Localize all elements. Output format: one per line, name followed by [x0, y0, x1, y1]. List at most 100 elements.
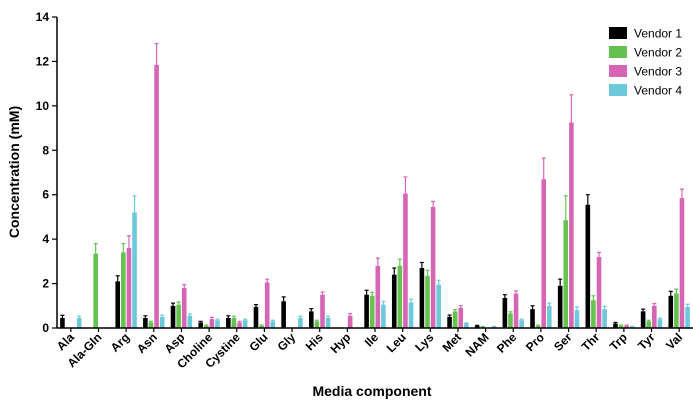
legend-label-vendor-3: Vendor 3	[634, 65, 682, 79]
error-bars-layer	[60, 43, 690, 328]
x-tick-label-ile: Ile	[362, 330, 382, 350]
y-axis-title: Concentration (mM)	[6, 106, 22, 238]
bar-ala-vendor-1	[60, 318, 65, 328]
x-tick-label-thr: Thr	[579, 330, 603, 354]
legend-swatch-vendor-1	[609, 27, 627, 39]
legend-swatch-vendor-3	[609, 65, 627, 77]
bar-lys-vendor-2	[425, 275, 430, 328]
legend-label-vendor-4: Vendor 4	[634, 84, 682, 98]
x-tick-label-gly: Gly	[275, 330, 299, 354]
bar-arg-vendor-4	[132, 212, 137, 328]
bar-choline-vendor-1	[198, 322, 203, 328]
bar-glu-vendor-4	[270, 321, 276, 328]
bar-cystine-vendor-3	[237, 322, 242, 328]
bar-tyr-vendor-2	[646, 321, 652, 328]
bars-layer	[60, 64, 690, 329]
x-tick-label-his: His	[303, 330, 326, 353]
bar-thr-vendor-2	[591, 300, 596, 328]
x-tick-label-met: Met	[440, 330, 465, 355]
bar-glu-vendor-3	[264, 282, 270, 328]
bar-thr-vendor-1	[585, 204, 591, 328]
bar-pro-vendor-4	[547, 305, 552, 328]
bar-val-vendor-1	[668, 295, 674, 328]
bar-ser-vendor-2	[563, 220, 569, 328]
x-tick-label-trp: Trp	[607, 330, 630, 353]
x-tick-label-hyp: Hyp	[328, 330, 354, 356]
legend: Vendor 1 Vendor 2 Vendor 3 Vendor 4	[609, 27, 682, 98]
bar-cystine-vendor-4	[242, 320, 248, 328]
bar-asn-vendor-1	[143, 318, 148, 328]
bar-his-vendor-4	[325, 318, 331, 328]
y-tick-label: 12	[36, 54, 50, 68]
x-tick-label-nam: NAM	[463, 330, 492, 359]
x-tick-label-val: Val	[663, 330, 685, 352]
x-tick-label-arg: Arg	[108, 330, 133, 355]
bar-arg-vendor-1	[115, 281, 121, 328]
x-axis-title: Media component	[312, 383, 431, 399]
bar-leu-vendor-4	[408, 302, 414, 328]
bar-leu-vendor-3	[403, 193, 408, 328]
bar-tyr-vendor-3	[652, 305, 657, 328]
bar-met-vendor-4	[464, 323, 469, 328]
bar-arg-vendor-3	[126, 248, 132, 328]
y-tick-labels: 0 2 4 6 8 10 12 14	[36, 10, 50, 335]
bar-ser-vendor-1	[557, 285, 563, 328]
bar-ala-gln-vendor-2	[93, 253, 98, 328]
bar-ile-vendor-3	[375, 265, 381, 328]
bar-nam-vendor-1	[474, 325, 480, 328]
bar-asn-vendor-4	[159, 316, 165, 328]
bar-choline-vendor-2	[203, 325, 209, 328]
axes-layer	[52, 16, 693, 332]
bar-his-vendor-1	[309, 311, 314, 328]
bar-leu-vendor-1	[391, 274, 397, 328]
legend-swatch-vendor-4	[609, 84, 627, 96]
bar-ile-vendor-2	[369, 295, 375, 328]
bar-choline-vendor-3	[209, 319, 215, 328]
bar-val-vendor-3	[679, 198, 685, 328]
x-tick-label-tyr: Tyr	[635, 330, 658, 353]
x-tick-label-glu: Glu	[246, 330, 270, 354]
bar-asp-vendor-1	[170, 305, 176, 328]
bar-pro-vendor-2	[535, 325, 541, 328]
y-tick-label: 0	[42, 321, 49, 335]
legend-swatch-vendor-2	[609, 46, 627, 58]
bar-leu-vendor-2	[397, 265, 403, 328]
bar-trp-vendor-1	[613, 323, 618, 328]
legend-label-vendor-1: Vendor 1	[634, 27, 682, 41]
bar-met-vendor-3	[458, 308, 464, 328]
bar-gly-vendor-1	[281, 301, 286, 328]
bar-met-vendor-1	[447, 316, 452, 328]
y-tick-label: 8	[42, 143, 49, 157]
x-tick-label-phe: Phe	[494, 330, 520, 356]
bar-lys-vendor-3	[430, 206, 436, 328]
bar-phe-vendor-1	[502, 298, 508, 328]
bar-phe-vendor-3	[513, 293, 519, 328]
bar-asp-vendor-3	[181, 288, 187, 328]
bar-thr-vendor-4	[602, 309, 607, 328]
bar-ile-vendor-4	[381, 304, 386, 328]
bar-thr-vendor-3	[596, 256, 602, 328]
bar-val-vendor-4	[685, 306, 690, 328]
y-tick-label: 6	[42, 188, 49, 202]
bar-glu-vendor-2	[259, 325, 264, 328]
bar-cystine-vendor-2	[231, 318, 237, 328]
bar-glu-vendor-1	[253, 306, 259, 328]
bar-ile-vendor-1	[364, 294, 369, 328]
x-tick-label-leu: Leu	[384, 330, 409, 355]
x-tick-label-ala: Ala	[54, 330, 77, 353]
bar-val-vendor-2	[674, 293, 679, 328]
bar-pro-vendor-3	[541, 179, 547, 328]
bar-ser-vendor-4	[574, 310, 580, 328]
bar-asn-vendor-3	[154, 64, 159, 328]
bar-phe-vendor-2	[508, 313, 513, 328]
bar-ala-vendor-4	[76, 318, 82, 328]
bar-choline-vendor-4	[215, 320, 220, 328]
bar-tyr-vendor-1	[640, 311, 646, 328]
x-tick-label-ser: Ser	[551, 330, 575, 354]
bar-arg-vendor-2	[121, 252, 126, 328]
bar-gly-vendor-4	[298, 318, 303, 328]
y-tick-label: 4	[42, 232, 49, 246]
bar-cystine-vendor-1	[226, 318, 231, 328]
bar-asp-vendor-2	[176, 304, 181, 328]
